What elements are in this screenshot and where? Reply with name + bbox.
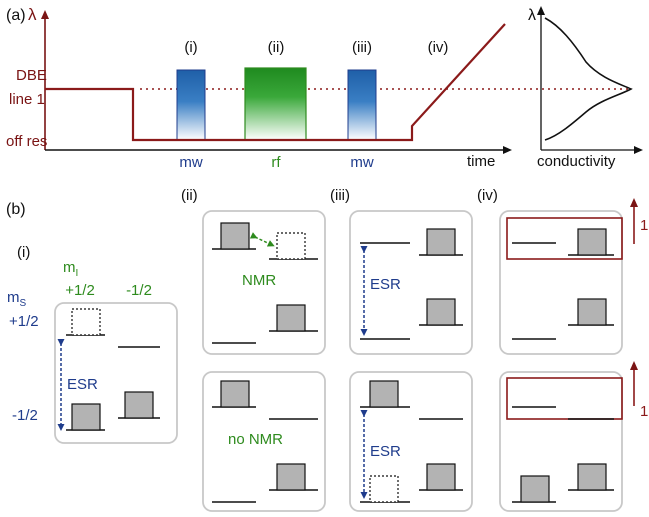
pulse-name-mw-1: mw [179, 154, 202, 171]
mi-minus-half: -1/2 [126, 282, 152, 299]
time-label: time [467, 153, 495, 170]
arrow-label: 1 [640, 217, 648, 234]
part-a-label: (a) [6, 7, 26, 24]
pulse-label-iv: (iv) [428, 39, 449, 56]
esr-label: ESR [67, 376, 98, 393]
pulse-label-iii: (iii) [352, 39, 372, 56]
mw-pulse-2 [347, 69, 377, 141]
population-box [220, 380, 250, 408]
panel-iii-top-frame [349, 210, 473, 355]
mi-plus-half: +1/2 [65, 282, 95, 299]
part-b-label: (b) [6, 201, 26, 218]
population-box [577, 228, 607, 256]
mw-pulse-1 [176, 69, 206, 141]
panel-ii-bottom-frame [202, 371, 326, 512]
off-res-label: off res [6, 133, 47, 150]
nmr-arrow [249, 232, 275, 247]
mi-label: mI [63, 259, 78, 279]
conductivity-curve [544, 17, 633, 141]
conducting-highlight [506, 377, 623, 420]
population-box [577, 463, 607, 491]
nmr-label: NMR [242, 272, 276, 289]
esr-label: ESR [370, 276, 401, 293]
empty-population [276, 232, 306, 260]
esr-label: ESR [370, 443, 401, 460]
panel-ii-top-frame [202, 210, 326, 355]
panel-iii-label: (iii) [330, 187, 350, 204]
pulse-name-rf: rf [271, 154, 281, 171]
wavelength-trace [45, 23, 506, 142]
empty-population [369, 475, 399, 503]
pulse-label-ii: (ii) [268, 39, 285, 56]
population-box [426, 298, 456, 326]
pulse-label-i: (i) [184, 39, 197, 56]
lambda-axis-label: λ [28, 5, 37, 24]
panel-ii-label: (ii) [181, 187, 198, 204]
population-box [220, 222, 250, 250]
ms-label: mS [7, 289, 27, 309]
panel-iv-bottom-frame [499, 371, 623, 512]
arrow-label: 1 [640, 403, 648, 420]
rf-pulse [244, 67, 307, 141]
pulse-name-mw-2: mw [350, 154, 373, 171]
dbe-label: DBE [16, 67, 47, 84]
panel-i-frame [54, 302, 178, 444]
panel-iv-top-frame [499, 210, 623, 355]
population-box [426, 228, 456, 256]
population-box [577, 298, 607, 326]
population-box [520, 475, 550, 503]
conductivity-label: conductivity [537, 153, 616, 170]
conducting-highlight [506, 217, 623, 260]
empty-population [71, 308, 101, 336]
population-box [276, 304, 306, 332]
population-box [124, 391, 154, 419]
no-nmr-label: no NMR [228, 431, 283, 448]
population-box [71, 403, 101, 431]
population-box [369, 380, 399, 408]
ms-minus-half: -1/2 [12, 407, 38, 424]
panel-i-label: (i) [17, 244, 30, 261]
population-box [276, 463, 306, 491]
panel-iii-bottom-frame [349, 371, 473, 512]
population-box [426, 463, 456, 491]
ms-plus-half: +1/2 [9, 313, 39, 330]
line1-label: line 1 [9, 91, 45, 108]
panel-iv-label: (iv) [477, 187, 498, 204]
conductivity-lambda: λ [528, 7, 536, 24]
